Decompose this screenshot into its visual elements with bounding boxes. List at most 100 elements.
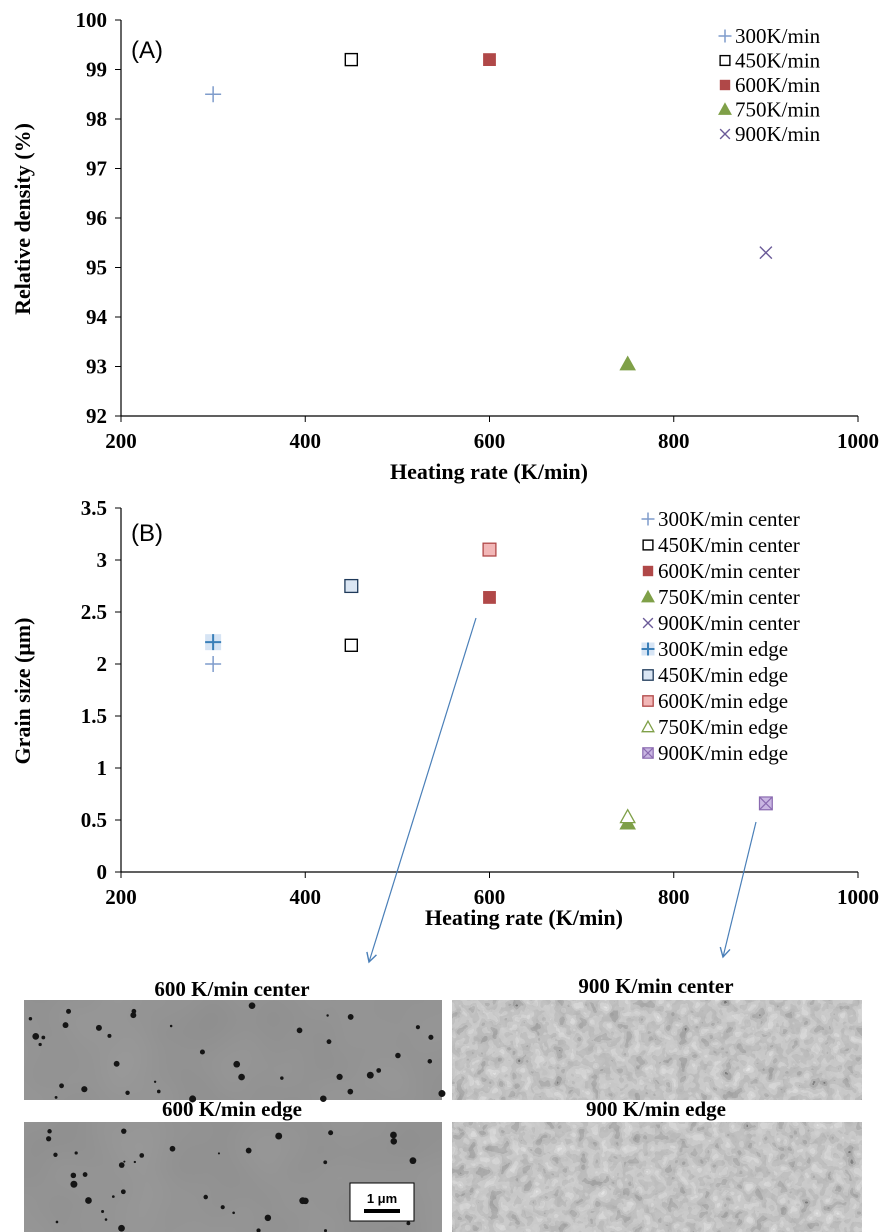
micrograph-pore: [203, 1194, 208, 1200]
panel-b-legend-label-750k-min-edge: 750K/min edge: [658, 715, 788, 739]
panel-b-legend-marker-450k-min-center: [642, 539, 654, 551]
panel-b-y-tick-label: 3.5: [81, 496, 107, 520]
micrograph-pore: [347, 1014, 354, 1020]
micrograph-pore: [118, 1162, 125, 1168]
panel-a-y-axis-title: Relative density (%): [10, 123, 35, 315]
panel-a-y-tick-label: 97: [86, 157, 107, 181]
micrograph-pore: [323, 1229, 328, 1232]
panel-a-legend-marker-750k-min: [718, 102, 732, 115]
micrograph-pore: [233, 1060, 241, 1068]
micrograph-pore: [169, 1145, 176, 1152]
panel-a-legend-label-300k-min: 300K/min: [735, 24, 821, 48]
arrow-to-600-micrographs: [366, 617, 477, 964]
panel-b-legend-marker-750k-min-edge: [641, 719, 655, 733]
panel-b-chart: (B) 0 0.5 1 1.5 2 2.5 3 3.5 200 400 600 800 1000 300…: [10, 496, 879, 930]
panel-b-point-900k-min-edge: [758, 796, 773, 811]
panel-b-y-tick-label: 1: [97, 756, 108, 780]
panel-a-point-300k-min: [205, 86, 222, 103]
micrograph-title-900-edge: 900 K/min edge: [586, 1097, 726, 1121]
micrograph-pore: [376, 1068, 382, 1073]
scale-bar: 1 μm: [349, 1182, 415, 1222]
micrograph-pore: [428, 1034, 434, 1040]
micrograph-pore: [62, 1022, 69, 1029]
panel-b-legend-marker-900k-min-edge: [642, 747, 654, 759]
micrograph-pore: [46, 1136, 52, 1142]
panel-a-legend-marker-600k-min: [719, 79, 731, 91]
micrograph-pore: [320, 1095, 327, 1103]
panel-b-point-450k-min-center: [344, 638, 359, 652]
micrograph-grid: 600 K/min center 900 K/min center 600 K/…: [24, 974, 862, 1232]
panel-b-axes: 0 0.5 1 1.5 2 2.5 3 3.5 200 400 600 800 1000: [81, 496, 879, 909]
panel-b-point-600k-min-center: [483, 591, 496, 604]
micrograph-title-900-center: 900 K/min center: [578, 974, 733, 998]
micrograph-pore: [70, 1180, 78, 1188]
micrograph-pore: [406, 1221, 411, 1226]
scale-bar-label: 1 μm: [367, 1191, 397, 1206]
panel-b-legend-label-600k-min-center: 600K/min center: [658, 559, 800, 583]
panel-a-point-900k-min: [759, 246, 773, 260]
micrograph-pore: [326, 1039, 332, 1045]
micrograph-pore: [256, 1228, 261, 1232]
micrograph-texture: [452, 1000, 862, 1100]
panel-b-x-tick-label: 800: [658, 885, 690, 909]
panel-a-x-tick-label: 200: [105, 429, 137, 453]
micrograph-pore: [82, 1172, 88, 1177]
panel-b-y-tick-label: 0: [97, 860, 108, 884]
panel-a-y-tick-label: 98: [86, 107, 107, 131]
micrograph-pore: [245, 1147, 252, 1154]
micrograph-pore: [55, 1220, 59, 1224]
panel-b-legend-label-300k-min-center: 300K/min center: [658, 507, 800, 531]
micrograph-pore: [296, 1027, 303, 1034]
panel-b-y-tick-label: 2: [97, 652, 108, 676]
micrograph-pore: [32, 1032, 40, 1040]
micrograph-pore: [130, 1012, 137, 1019]
micrograph-pore: [104, 1218, 108, 1221]
micrograph-pore: [409, 1157, 417, 1165]
micrograph-pore: [199, 1049, 205, 1055]
panel-b-legend-marker-300k-min-center: [641, 512, 655, 526]
panel-a-x-axis-title: Heating rate (K/min): [390, 459, 588, 484]
micrograph-pore: [41, 1035, 46, 1040]
panel-b-legend-marker-450k-min-edge: [642, 669, 654, 681]
panel-a-legend-marker-300k-min: [718, 29, 732, 43]
panel-b-legend-marker-900k-min-center: [642, 617, 654, 629]
micrograph-900-center: [452, 1000, 862, 1100]
panel-b-legend-label-300k-min-edge: 300K/min edge: [658, 637, 788, 661]
micrograph-pore: [220, 1205, 225, 1210]
micrograph-pore: [299, 1197, 307, 1205]
panel-b-legend-marker-300k-min-edge: [641, 642, 655, 656]
panel-b-x-tick-label: 200: [105, 885, 137, 909]
panel-b-point-300k-min-center: [205, 656, 222, 672]
panel-a-legend-marker-450k-min: [719, 54, 731, 67]
panel-a-y-tick-label: 94: [86, 305, 108, 329]
micrograph-pore: [323, 1160, 328, 1165]
panel-b-legend-label-600k-min-edge: 600K/min edge: [658, 689, 788, 713]
micrograph-pore: [189, 1095, 197, 1103]
panel-a-y-tick-label: 100: [76, 8, 108, 32]
micrograph-pore: [113, 1060, 120, 1067]
panel-a-y-tick-label: 93: [86, 355, 107, 379]
micrograph-pore: [125, 1090, 130, 1096]
micrograph-pore: [81, 1086, 88, 1093]
panel-b-legend-marker-600k-min-edge: [642, 695, 654, 707]
micrograph-pore: [120, 1189, 126, 1195]
micrograph-pore: [107, 1033, 112, 1038]
panel-b-legend-label-450k-min-center: 450K/min center: [658, 533, 800, 557]
micrograph-pore: [217, 1152, 221, 1155]
panel-b-x-axis-title: Heating rate (K/min): [425, 905, 623, 930]
panel-a-x-tick-label: 800: [658, 429, 690, 453]
micrograph-pore: [438, 1090, 446, 1098]
panel-a-point-750k-min: [619, 355, 636, 371]
micrograph-pore: [38, 1042, 42, 1047]
micrograph-pore: [264, 1214, 272, 1222]
panel-b-label: (B): [131, 520, 163, 547]
micrograph-pore: [347, 1088, 354, 1095]
micrograph-texture: [24, 1000, 442, 1100]
micrograph-pore: [280, 1076, 284, 1080]
panel-b-legend-marker-600k-min-center: [642, 565, 654, 577]
panel-a-point-450k-min: [344, 52, 359, 67]
panel-a-legend-label-900k-min: 900K/min: [735, 122, 821, 146]
micrograph-pore: [248, 1002, 256, 1010]
